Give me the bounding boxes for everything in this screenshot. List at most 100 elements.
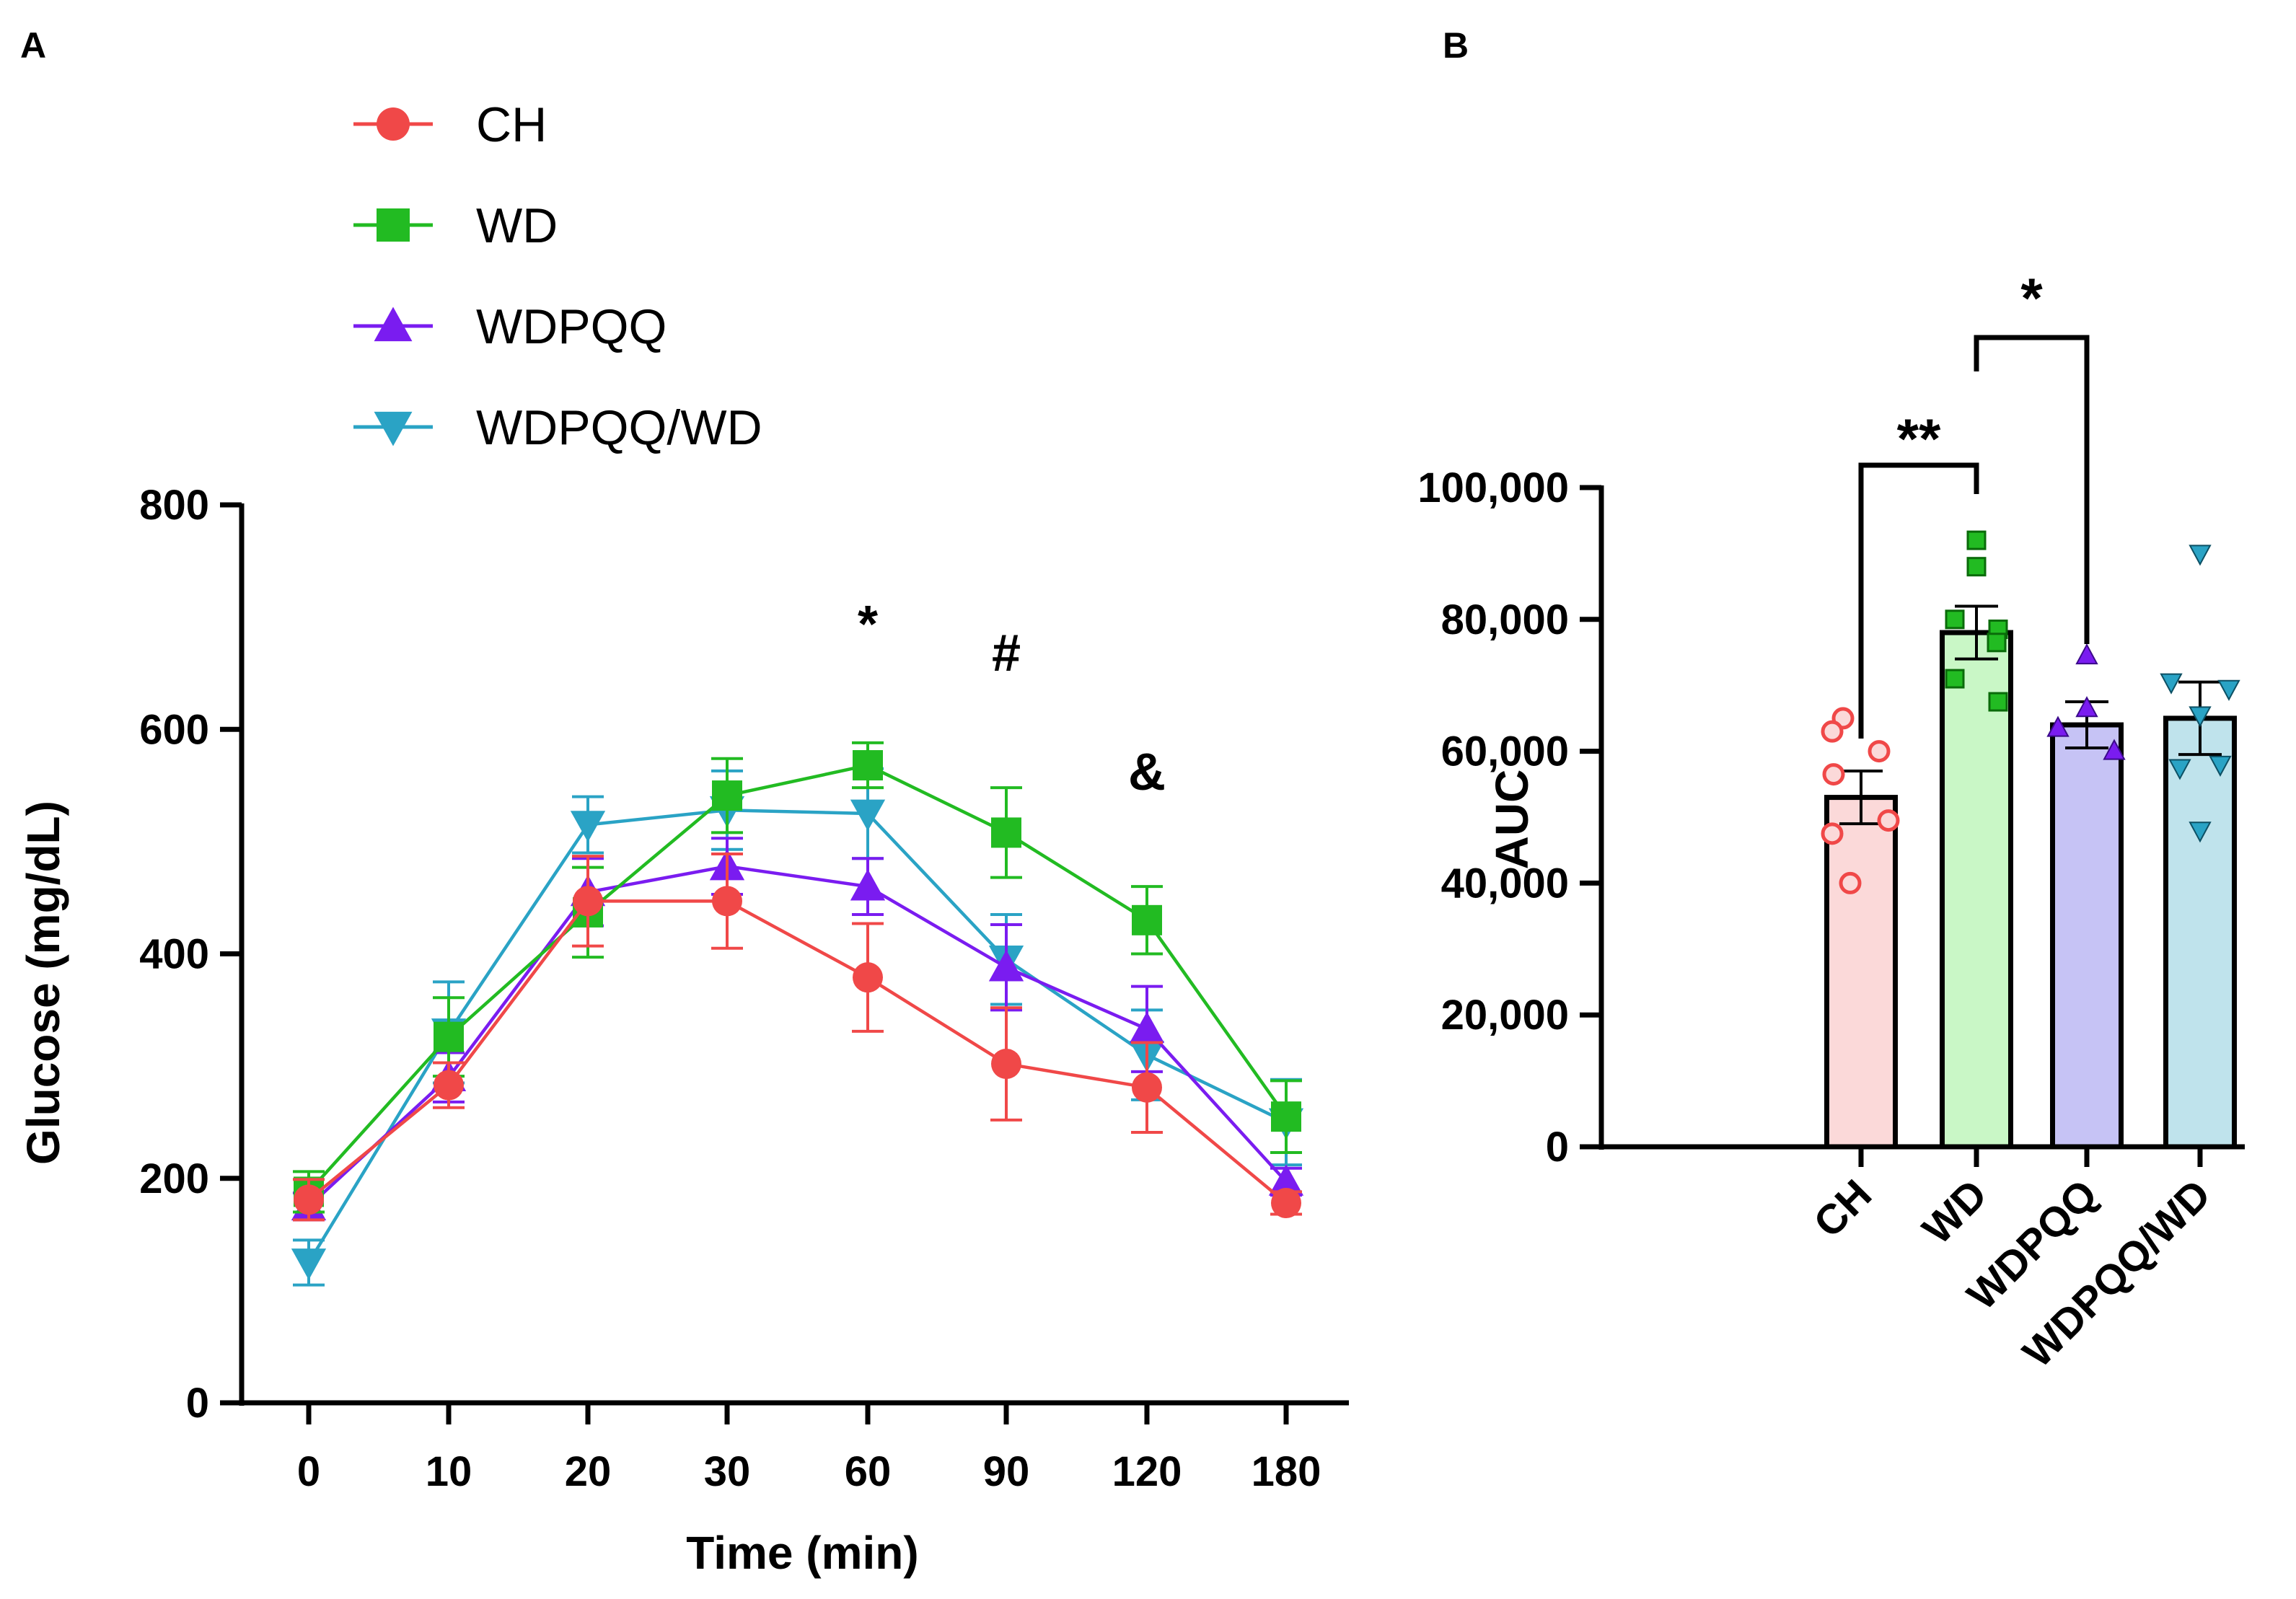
x-tick-label: 120 <box>1112 1448 1182 1495</box>
legend-label: CH <box>476 97 547 152</box>
bar-CH <box>1824 795 1898 1150</box>
significance-mark: * <box>2020 266 2043 330</box>
x-tick-label: CH <box>1805 1171 1881 1246</box>
series-line <box>307 809 1287 1264</box>
significance-mark: # <box>992 625 1021 682</box>
x-axis-title: Time (min) <box>686 1527 918 1579</box>
x-tick-label: 20 <box>565 1448 612 1495</box>
y-tick-label: 40,000 <box>1441 860 1569 907</box>
data-point <box>1271 1101 1301 1132</box>
data-point <box>2075 696 2098 718</box>
x-tick-label: 30 <box>704 1448 751 1495</box>
data-point <box>2075 643 2098 665</box>
data-point <box>1988 692 2008 712</box>
x-tick-label: 90 <box>983 1448 1030 1495</box>
significance-mark: ** <box>1897 407 1941 470</box>
data-point <box>2103 739 2126 760</box>
panel-a-label: A <box>20 25 46 66</box>
y-axis-title: Glucose (mg/dL) <box>17 801 69 1165</box>
data-point <box>988 950 1024 982</box>
legend-marker <box>374 307 413 342</box>
y-tick-label: 100,000 <box>1417 464 1569 511</box>
y-tick-label: 0 <box>1546 1124 1569 1171</box>
data-point <box>1966 557 1987 577</box>
data-point <box>1868 740 1891 763</box>
data-point <box>853 750 883 781</box>
bar-WDPQQ/WD <box>2163 715 2237 1150</box>
data-point <box>1129 1011 1165 1044</box>
series-line <box>307 763 1288 1193</box>
data-point <box>1132 904 1162 935</box>
significance-bracket <box>1858 462 1979 739</box>
legend-marker <box>374 411 413 446</box>
data-point <box>2189 706 2212 728</box>
data-point <box>294 1184 324 1215</box>
data-point <box>991 817 1021 848</box>
data-point <box>1987 633 2007 653</box>
data-point <box>1966 530 1987 550</box>
legend-item: WD <box>353 198 558 253</box>
data-point <box>2046 715 2070 737</box>
y-tick-label: 200 <box>139 1155 209 1202</box>
legend-label: WDPQQ <box>476 299 667 354</box>
data-point <box>2209 755 2232 777</box>
x-tick-label: 10 <box>426 1448 472 1495</box>
data-point <box>2189 821 2212 843</box>
x-tick-label: 180 <box>1252 1448 1321 1495</box>
data-point <box>1271 1187 1301 1218</box>
glucose-line-chart: 0 200 400 600 800 0 10 20 30 60 90 120 180 Time (min)… <box>17 97 1349 1579</box>
data-point <box>712 780 742 811</box>
panel-b-label: B <box>1443 25 1469 66</box>
legend-item: WDPQQ <box>353 299 667 354</box>
data-point <box>850 799 886 832</box>
data-point <box>853 962 883 993</box>
y-tick-label: 80,000 <box>1441 596 1569 643</box>
data-point <box>1268 1164 1304 1196</box>
data-point <box>1945 669 1965 689</box>
bar-WDPQQ <box>2050 722 2124 1150</box>
data-point <box>434 1070 464 1101</box>
data-point <box>573 886 603 917</box>
data-point <box>570 811 606 842</box>
series-CH <box>293 852 1302 1222</box>
y-tick-label: 60,000 <box>1441 728 1569 775</box>
y-tick-label: 0 <box>186 1380 209 1427</box>
y-tick-label: 400 <box>139 931 209 978</box>
significance-mark: * <box>858 596 878 653</box>
legend-label: WDPQQ/WD <box>476 400 762 455</box>
data-point <box>850 868 886 901</box>
legend-label: WD <box>476 198 558 253</box>
series-line <box>307 864 1288 1208</box>
legend-item: WDPQQ/WD <box>353 400 762 455</box>
significance-mark: & <box>1128 744 1166 801</box>
y-tick-label: 800 <box>139 482 209 529</box>
data-point <box>2189 545 2212 566</box>
data-point <box>434 1021 464 1052</box>
data-point <box>1839 871 1862 894</box>
data-point <box>2217 679 2240 701</box>
legend-item: CH <box>353 97 547 152</box>
data-point <box>712 886 742 917</box>
y-tick-label: 600 <box>139 706 209 753</box>
data-point <box>2168 759 2191 780</box>
data-point <box>2160 673 2183 695</box>
y-tick-label: 20,000 <box>1441 992 1569 1039</box>
y-axis-title: AUC <box>1486 770 1538 870</box>
x-tick-label: 60 <box>845 1448 892 1495</box>
data-point <box>1877 809 1900 832</box>
legend-marker <box>377 208 410 242</box>
data-point <box>1821 822 1844 845</box>
series-line <box>307 899 1288 1204</box>
legend-marker <box>377 107 410 141</box>
data-point <box>1132 1072 1162 1103</box>
data-point <box>1821 720 1844 743</box>
data-point <box>291 1248 327 1280</box>
x-tick-label: 0 <box>297 1448 320 1495</box>
significance-bracket <box>1974 335 2090 645</box>
x-tick-label: WD <box>1914 1171 1996 1253</box>
data-point <box>1945 609 1965 630</box>
data-point <box>991 1049 1021 1080</box>
data-point <box>1822 763 1845 786</box>
